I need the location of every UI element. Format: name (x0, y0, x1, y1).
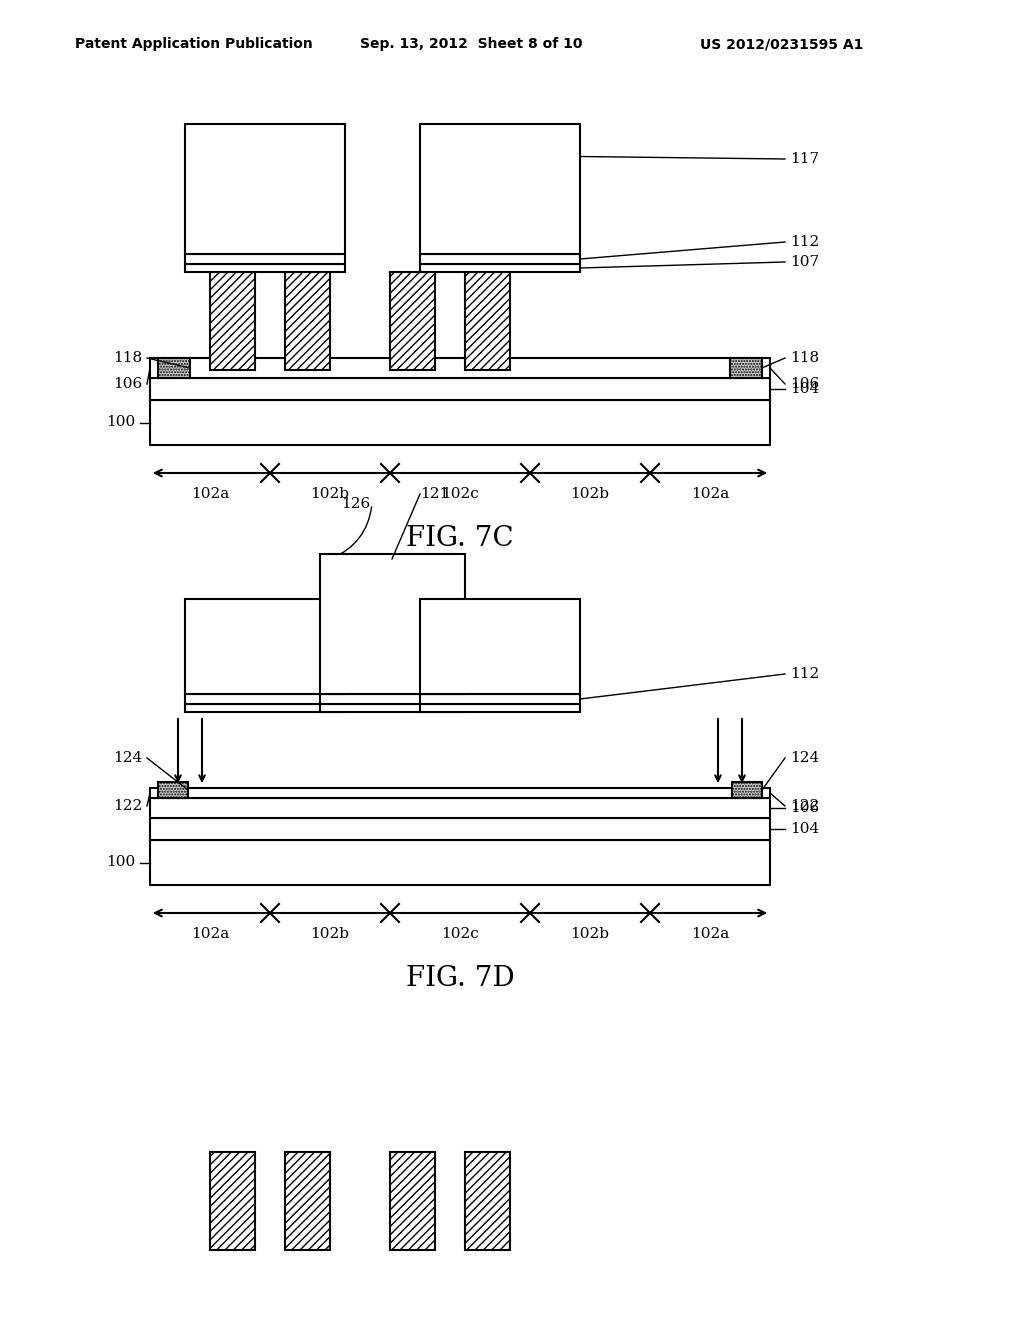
Text: 118: 118 (790, 351, 819, 366)
Text: 102a: 102a (190, 487, 229, 502)
Text: 106: 106 (790, 378, 819, 391)
Bar (420, 124, 580, 253)
Text: 112: 112 (790, 235, 819, 249)
Bar (210, 1152, 255, 1250)
Bar (185, 694, 345, 704)
Text: 102c: 102c (441, 927, 479, 941)
Text: 126: 126 (341, 498, 370, 511)
Bar (390, 272, 435, 370)
Bar (420, 704, 580, 711)
Text: 100: 100 (105, 416, 135, 429)
Text: 106: 106 (790, 801, 819, 814)
Bar (185, 704, 345, 711)
Bar (420, 253, 580, 264)
Bar (150, 818, 770, 840)
Bar (185, 264, 345, 272)
Bar (730, 358, 762, 378)
Text: 102b: 102b (310, 487, 349, 502)
Text: 102b: 102b (570, 487, 609, 502)
Text: FIG. 7D: FIG. 7D (406, 965, 514, 991)
Text: 122: 122 (790, 799, 819, 813)
Bar (319, 554, 465, 694)
Text: 102b: 102b (570, 927, 609, 941)
Text: 107: 107 (790, 255, 819, 269)
Bar (285, 272, 330, 370)
Bar (285, 1152, 330, 1250)
Bar (210, 272, 255, 370)
Bar (150, 799, 770, 818)
Text: FIG. 7C: FIG. 7C (407, 524, 514, 552)
Text: 124: 124 (790, 751, 819, 766)
Bar (420, 694, 580, 704)
Bar (732, 781, 762, 799)
Bar (319, 704, 465, 711)
Bar (465, 1152, 510, 1250)
Bar (319, 694, 465, 704)
Text: 117: 117 (790, 152, 819, 166)
Text: 102a: 102a (190, 927, 229, 941)
Text: 102a: 102a (691, 927, 729, 941)
Bar (150, 400, 770, 445)
Bar (150, 788, 770, 799)
Bar (150, 840, 770, 884)
Text: 104: 104 (790, 822, 819, 836)
Bar (158, 781, 188, 799)
Text: 112: 112 (790, 667, 819, 681)
Bar (150, 358, 770, 378)
Bar (185, 599, 345, 694)
Text: 124: 124 (113, 751, 142, 766)
Bar (150, 378, 770, 400)
Text: 118: 118 (113, 351, 142, 366)
Bar (420, 599, 580, 694)
Text: 106: 106 (113, 378, 142, 391)
Text: US 2012/0231595 A1: US 2012/0231595 A1 (700, 37, 863, 51)
Bar (465, 272, 510, 370)
Text: Sep. 13, 2012  Sheet 8 of 10: Sep. 13, 2012 Sheet 8 of 10 (360, 37, 583, 51)
Text: 102b: 102b (310, 927, 349, 941)
Text: Patent Application Publication: Patent Application Publication (75, 37, 312, 51)
Bar (185, 124, 345, 253)
Bar (420, 264, 580, 272)
Text: 100: 100 (105, 855, 135, 870)
Text: 104: 104 (790, 381, 819, 396)
Text: 121: 121 (420, 487, 450, 502)
Bar (390, 1152, 435, 1250)
Text: 102c: 102c (441, 487, 479, 502)
Bar (185, 253, 345, 264)
Bar (158, 358, 190, 378)
Text: 102a: 102a (691, 487, 729, 502)
Text: 122: 122 (113, 799, 142, 813)
